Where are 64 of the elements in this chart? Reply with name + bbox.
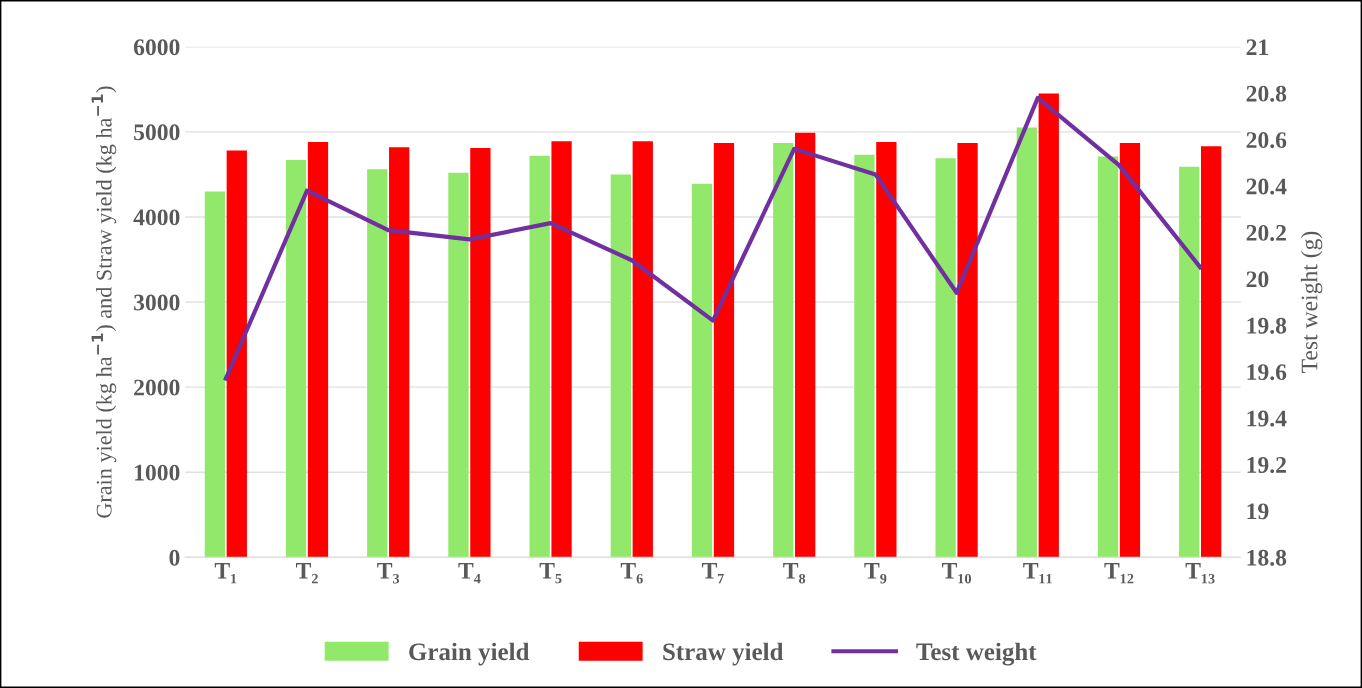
x-tick-label: T₈ xyxy=(783,563,806,584)
x-tick-label: T₇ xyxy=(701,563,724,584)
y2-tick-label: 20.2 xyxy=(1246,224,1286,241)
bar xyxy=(1119,142,1141,558)
bar xyxy=(713,142,735,558)
y-tick-label: 1000 xyxy=(135,464,180,481)
bar xyxy=(307,142,329,558)
bar xyxy=(226,150,247,558)
bar xyxy=(876,142,897,558)
y2-tick-label: 18.8 xyxy=(1247,549,1287,566)
bar xyxy=(367,169,388,558)
bar xyxy=(1016,127,1037,558)
y-axis-title: Grain yield (kg ha$^{−1}$) and Straw yield (kg ha$^{−1}$) xyxy=(91,86,117,518)
y2-tick-label: 20.6 xyxy=(1246,132,1287,149)
bar xyxy=(285,159,307,558)
x-tick-label: T₁ xyxy=(214,563,237,584)
y2-tick-label: 19.8 xyxy=(1247,317,1287,334)
x-tick-label: T₅ xyxy=(539,563,562,584)
bar xyxy=(448,172,469,558)
y2-tick-label: 19.2 xyxy=(1247,457,1286,473)
line-series xyxy=(223,95,1203,381)
y2-tick-label: 20.4 xyxy=(1246,178,1287,195)
y2-tick-label: 19 xyxy=(1247,503,1269,520)
bar xyxy=(691,183,713,558)
bar xyxy=(551,141,572,558)
x-tick-label: T₁₂ xyxy=(1104,563,1134,584)
bar xyxy=(389,147,410,558)
y2-tick-label: 20 xyxy=(1246,271,1269,288)
x-tick-label: T₁₁ xyxy=(1023,563,1052,584)
y2-tick-label: 19.6 xyxy=(1247,364,1287,381)
x-tick-label: T₆ xyxy=(620,563,643,584)
bar xyxy=(1038,93,1059,558)
bar xyxy=(632,141,653,558)
bar xyxy=(610,174,631,558)
legend-label: Straw yield xyxy=(663,642,784,666)
x-tick-label: T₉ xyxy=(864,563,887,584)
bar xyxy=(1097,156,1119,558)
x-tick-label: T₁₀ xyxy=(942,563,972,584)
bar xyxy=(773,142,794,558)
legend-label: Grain yield xyxy=(409,642,530,666)
y-tick-label: 6000 xyxy=(133,39,180,56)
bar xyxy=(1179,166,1200,558)
y-tick-label: 3000 xyxy=(134,294,180,311)
y-tick-label: 2000 xyxy=(134,379,180,396)
bar xyxy=(1201,146,1222,558)
y-tick-label: 0 xyxy=(169,549,180,566)
bar xyxy=(935,158,956,558)
x-tick-label: T₁₃ xyxy=(1185,563,1215,584)
bar xyxy=(854,154,875,558)
y-tick-label: 5000 xyxy=(134,124,180,141)
y-tick-label: 4000 xyxy=(133,209,180,226)
x-tick-label: T₂ xyxy=(295,563,318,584)
x-tick-label: T₄ xyxy=(458,563,481,584)
bar xyxy=(204,191,226,558)
bar xyxy=(529,155,550,558)
x-tick-label: T₃ xyxy=(377,563,400,584)
bar xyxy=(470,148,491,558)
y2-axis-title: Test weight (g) xyxy=(1300,231,1323,373)
bar xyxy=(957,142,978,558)
y2-tick-label: 20.8 xyxy=(1246,85,1287,102)
y2-tick-label: 19.4 xyxy=(1247,410,1287,427)
bar xyxy=(795,132,816,558)
legend-label: Test weight xyxy=(916,642,1037,666)
y2-tick-label: 21 xyxy=(1246,39,1269,55)
